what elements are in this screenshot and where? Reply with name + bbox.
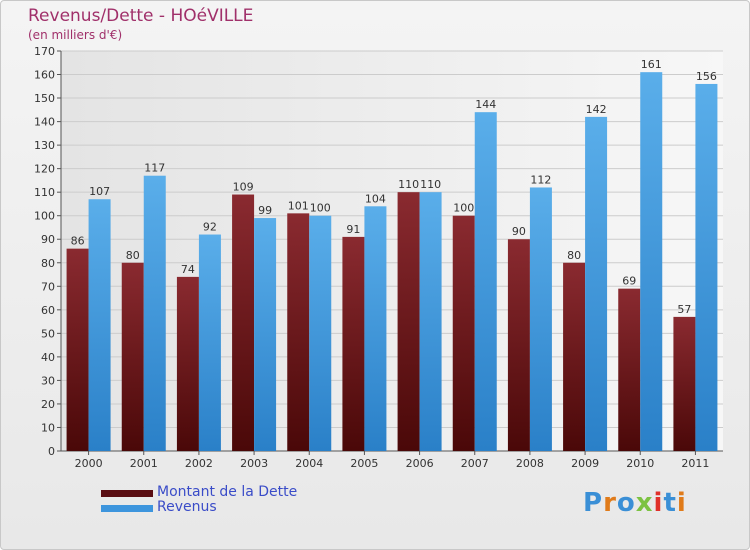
data-label-dette: 91 (346, 223, 360, 236)
x-tick-label: 2000 (75, 457, 103, 470)
data-label-revenus: 156 (696, 70, 717, 83)
x-tick-label: 2011 (681, 457, 709, 470)
x-tick-label: 2001 (130, 457, 158, 470)
y-tick-label: 30 (41, 374, 55, 387)
bar-dette (563, 262, 586, 451)
bar-revenus (254, 218, 277, 451)
bar-revenus (364, 206, 387, 451)
y-tick-label: 140 (34, 116, 55, 129)
data-label-dette: 101 (288, 199, 309, 212)
data-label-revenus: 144 (475, 98, 496, 111)
bar-revenus (309, 215, 332, 451)
data-label-dette: 109 (233, 181, 254, 194)
x-tick-label: 2004 (295, 457, 323, 470)
data-label-dette: 74 (181, 263, 195, 276)
bar-dette (452, 215, 475, 451)
data-label-revenus: 100 (310, 202, 331, 215)
data-label-revenus: 107 (89, 185, 110, 198)
bar-revenus (695, 83, 718, 452)
chart-title: Revenus/Dette - HOéVILLE (28, 6, 254, 26)
y-tick-label: 40 (41, 351, 55, 364)
y-tick-label: 160 (34, 69, 55, 82)
bar-revenus (143, 175, 166, 452)
x-tick-label: 2006 (406, 457, 434, 470)
y-tick-label: 130 (34, 139, 55, 152)
legend-swatch-dette (101, 490, 153, 497)
bar-revenus (198, 234, 221, 451)
data-label-revenus: 142 (586, 103, 607, 116)
x-tick-label: 2009 (571, 457, 599, 470)
bar-revenus (88, 199, 111, 451)
bar-revenus (474, 112, 497, 452)
data-label-dette: 86 (71, 235, 85, 248)
bar-dette (397, 192, 420, 452)
logo-letter: o (616, 488, 636, 518)
bar-dette (287, 213, 310, 451)
bar-dette (673, 316, 696, 451)
data-label-dette: 90 (512, 225, 526, 238)
x-tick-label: 2002 (185, 457, 213, 470)
legend-swatch-revenus (101, 505, 153, 512)
y-tick-label: 60 (41, 304, 55, 317)
data-label-revenus: 104 (365, 192, 386, 205)
bar-revenus (640, 72, 663, 452)
logo-letter: i (653, 488, 664, 518)
data-label-dette: 57 (677, 303, 691, 316)
bar-revenus (585, 116, 608, 451)
data-label-revenus: 117 (144, 162, 165, 175)
data-label-dette: 69 (622, 275, 636, 288)
bar-revenus (419, 192, 442, 452)
logo-letter: i (676, 488, 687, 518)
bar-dette (342, 236, 365, 451)
y-tick-label: 10 (41, 421, 55, 434)
bar-dette (176, 276, 199, 451)
y-tick-label: 50 (41, 327, 55, 340)
bar-dette (507, 239, 530, 451)
x-tick-label: 2005 (350, 457, 378, 470)
legend-label-revenus: Revenus (157, 499, 217, 515)
y-tick-label: 110 (34, 186, 55, 199)
data-label-dette: 80 (567, 249, 581, 262)
logo-letter: P (583, 488, 604, 518)
data-label-dette: 80 (126, 249, 140, 262)
y-tick-label: 20 (41, 398, 55, 411)
logo-letter: t (663, 488, 677, 518)
data-label-dette: 110 (398, 178, 419, 191)
data-label-revenus: 112 (530, 173, 551, 186)
x-tick-label: 2007 (461, 457, 489, 470)
y-tick-label: 100 (34, 210, 55, 223)
y-tick-label: 80 (41, 257, 55, 270)
bar-revenus (529, 187, 552, 451)
x-tick-label: 2003 (240, 457, 268, 470)
y-tick-label: 120 (34, 163, 55, 176)
bar-dette (121, 262, 144, 451)
y-tick-label: 90 (41, 233, 55, 246)
data-label-revenus: 99 (258, 204, 272, 217)
logo-letter: x (635, 488, 654, 518)
x-tick-label: 2010 (626, 457, 654, 470)
y-tick-label: 0 (48, 445, 55, 458)
logo-letter: r (603, 488, 617, 518)
data-label-dette: 100 (453, 202, 474, 215)
plot-area: 0 10 20 30 40 50 60 70 80 90 100 110 120 130 140 150 160… (34, 45, 723, 470)
chart-subtitle: (en milliers d'€) (28, 28, 123, 42)
data-label-revenus: 92 (203, 221, 217, 234)
x-tick-label: 2008 (516, 457, 544, 470)
bar-dette (618, 288, 641, 451)
plot-background (61, 51, 723, 451)
bar-dette (66, 248, 89, 451)
proxiti-logo: Proxiti (583, 488, 687, 518)
data-label-revenus: 161 (641, 58, 662, 71)
y-tick-label: 150 (34, 92, 55, 105)
legend-label-dette: Montant de la Dette (157, 484, 298, 500)
y-tick-label: 70 (41, 280, 55, 293)
y-tick-label: 170 (34, 45, 55, 58)
bar-dette (232, 194, 255, 451)
data-label-revenus: 110 (420, 178, 441, 191)
